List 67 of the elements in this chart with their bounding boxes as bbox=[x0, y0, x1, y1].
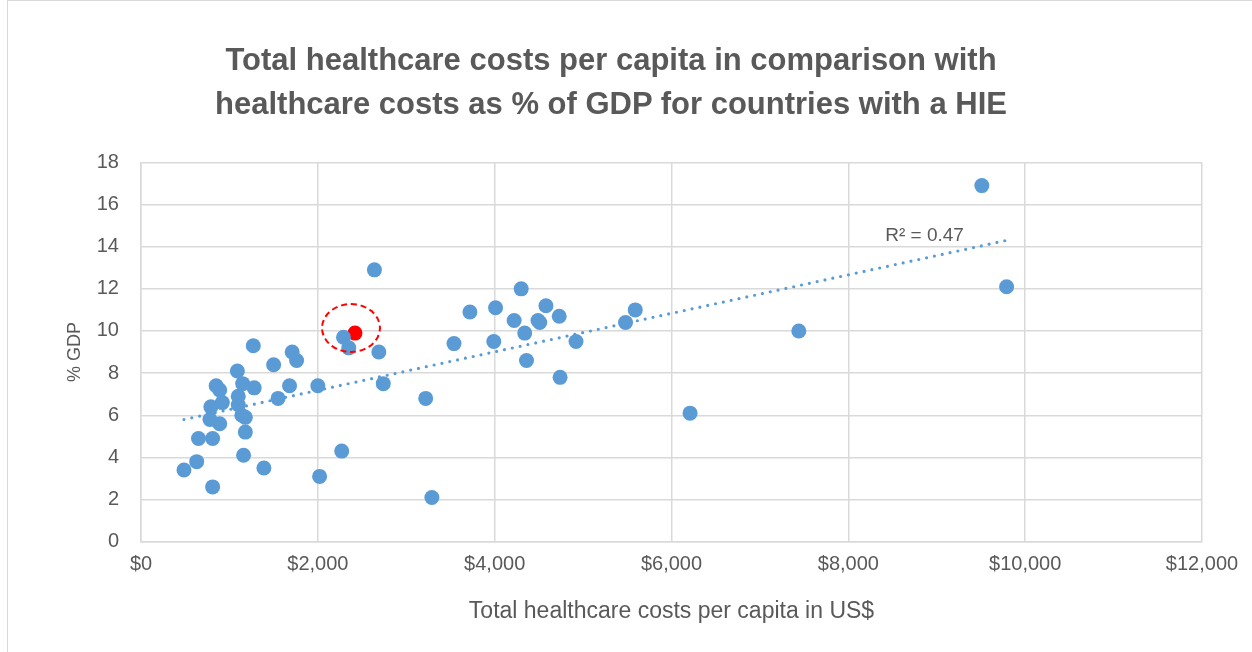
y-tick-label: 16 bbox=[96, 192, 119, 215]
x-tick-label: $4,000 bbox=[464, 552, 526, 575]
x-tick-label: $6,000 bbox=[640, 552, 703, 575]
point bbox=[627, 302, 643, 318]
point bbox=[551, 308, 567, 324]
point bbox=[176, 462, 192, 478]
point bbox=[506, 312, 522, 328]
y-tick-label: 2 bbox=[107, 487, 119, 510]
point bbox=[999, 279, 1015, 295]
point bbox=[205, 479, 221, 495]
point bbox=[366, 262, 382, 278]
y-tick-label: 0 bbox=[107, 529, 119, 552]
point bbox=[538, 298, 554, 314]
annotation: R² = 0.47 bbox=[885, 223, 964, 245]
point bbox=[618, 315, 634, 331]
point bbox=[974, 178, 990, 194]
point bbox=[513, 281, 529, 297]
point bbox=[312, 468, 328, 484]
point bbox=[270, 390, 286, 406]
x-tick-label: $0 bbox=[129, 552, 153, 575]
x-tick-label: $2,000 bbox=[287, 552, 349, 575]
x-tick-label: $10,000 bbox=[989, 552, 1062, 575]
point bbox=[203, 399, 219, 415]
x-tick-label: $8,000 bbox=[817, 552, 879, 575]
y-tick-label: 8 bbox=[107, 360, 119, 383]
point bbox=[424, 489, 440, 505]
point bbox=[256, 460, 272, 476]
point bbox=[462, 304, 478, 320]
point bbox=[205, 430, 221, 446]
point bbox=[237, 424, 253, 440]
point bbox=[791, 323, 807, 339]
point bbox=[375, 376, 391, 392]
point bbox=[519, 352, 534, 368]
point bbox=[488, 300, 504, 316]
x-tick-label: $12,000 bbox=[1165, 552, 1239, 575]
y-tick-label: 18 bbox=[96, 149, 119, 172]
chart-title: Total healthcare costs per capita in comparison with healthcare costs as % of GDP for countries with a HIE bbox=[215, 42, 1007, 121]
point bbox=[418, 390, 434, 406]
point bbox=[190, 430, 206, 446]
point bbox=[552, 369, 568, 385]
point bbox=[229, 363, 245, 379]
point bbox=[246, 380, 262, 396]
point bbox=[214, 395, 230, 411]
y-tick-label: 10 bbox=[96, 318, 119, 341]
point bbox=[371, 344, 387, 360]
y-tick-label: 12 bbox=[96, 276, 119, 299]
y-axis-title: % GDP bbox=[63, 322, 84, 383]
point bbox=[266, 357, 282, 373]
y-tick-label: 6 bbox=[107, 402, 119, 425]
point bbox=[212, 416, 228, 432]
point bbox=[446, 336, 462, 352]
point bbox=[334, 443, 350, 459]
point bbox=[310, 378, 326, 394]
point bbox=[282, 378, 298, 394]
point bbox=[245, 338, 261, 354]
x-axis-title: Total healthcare costs per capita in US$ bbox=[468, 596, 875, 623]
point bbox=[289, 352, 305, 368]
point bbox=[517, 325, 533, 341]
y-tick-label: 4 bbox=[107, 444, 119, 467]
point bbox=[189, 454, 205, 470]
point bbox=[568, 334, 584, 350]
point bbox=[682, 405, 698, 421]
point bbox=[212, 382, 228, 398]
point bbox=[236, 447, 252, 463]
point bbox=[235, 376, 251, 392]
y-tick-label: 14 bbox=[96, 234, 119, 257]
point bbox=[486, 334, 502, 350]
